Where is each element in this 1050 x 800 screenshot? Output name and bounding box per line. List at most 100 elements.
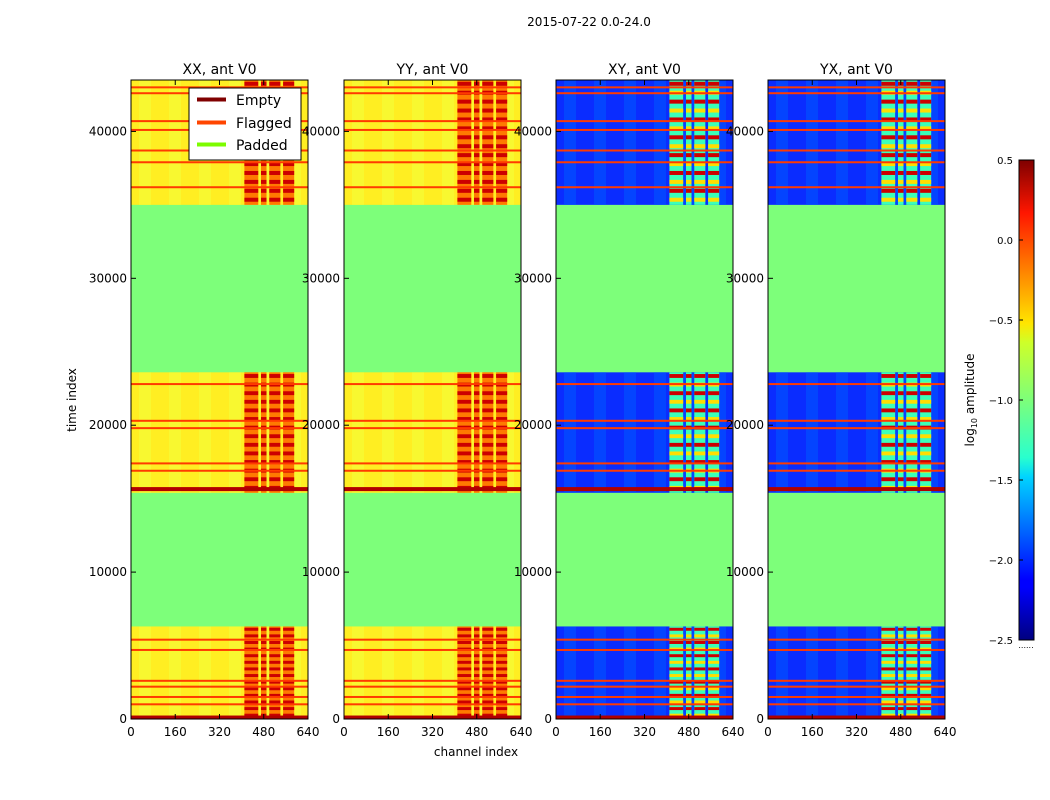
rfi-hot-spot — [694, 135, 706, 140]
rfi-hot-spot — [708, 188, 720, 193]
rfi-hot-spot — [897, 640, 904, 644]
x-tick-label: 160 — [801, 725, 824, 739]
rfi-hot-spot — [283, 693, 295, 697]
rfi-hot-spot — [482, 126, 494, 131]
flagged-row — [131, 685, 308, 688]
rfi-hot-spot — [473, 667, 480, 671]
data-block — [344, 80, 521, 205]
rfi-hot-spot — [283, 170, 295, 175]
rfi-hot-spot — [482, 680, 494, 684]
rfi-hot-spot — [881, 117, 896, 122]
rfi-hot-spot — [244, 627, 259, 631]
rfi-hot-spot — [482, 81, 494, 86]
rfi-hot-spot — [457, 135, 472, 140]
rfi-hot-spot — [283, 391, 295, 396]
flagged-row — [556, 128, 733, 131]
rfi-band — [496, 372, 508, 493]
rfi-hot-spot — [496, 654, 508, 658]
rfi-hot-spot — [260, 170, 267, 175]
rfi-hot-spot — [897, 162, 904, 167]
rfi-hot-spot — [708, 144, 720, 149]
rfi-hot-spot — [906, 680, 918, 684]
rfi-hot-spot — [457, 179, 472, 184]
rfi-hot-spot — [283, 707, 295, 711]
rfi-hot-spot — [269, 667, 281, 671]
rfi-hot-spot — [482, 117, 494, 122]
flagged-row — [344, 679, 521, 682]
rfi-hot-spot — [473, 153, 480, 158]
rfi-band — [881, 80, 896, 205]
rfi-hot-spot — [694, 687, 706, 691]
y-tick-label: 30000 — [726, 271, 764, 285]
rfi-hot-spot — [482, 442, 494, 447]
rfi-hot-spot — [897, 126, 904, 131]
x-tick-label: 640 — [297, 725, 320, 739]
rfi-hot-spot — [897, 417, 904, 421]
x-tick-label: 480 — [252, 725, 275, 739]
rfi-hot-spot — [897, 117, 904, 122]
rfi-hot-spot — [244, 434, 259, 439]
rfi-hot-spot — [920, 117, 932, 122]
empty-row — [344, 487, 521, 492]
rfi-hot-spot — [920, 408, 932, 413]
rfi-hot-spot — [496, 99, 508, 104]
rfi-hot-spot — [881, 693, 896, 697]
x-tick-label: 0 — [764, 725, 772, 739]
rfi-hot-spot — [669, 654, 684, 658]
data-texture — [229, 372, 241, 493]
rfi-hot-spot — [708, 634, 720, 638]
y-tick-label: 0 — [544, 712, 552, 726]
rfi-hot-spot — [708, 627, 720, 631]
rfi-hot-spot — [496, 477, 508, 482]
rfi-hot-spot — [473, 374, 480, 378]
flagged-row — [344, 383, 521, 386]
data-texture — [412, 372, 424, 493]
rfi-hot-spot — [920, 700, 932, 704]
data-texture — [442, 372, 454, 493]
rfi-hot-spot — [708, 99, 720, 104]
rfi-band — [906, 372, 918, 493]
rfi-hot-spot — [669, 108, 684, 113]
rfi-hot-spot — [708, 460, 720, 464]
colorbar-label-main: log — [963, 428, 977, 446]
rfi-hot-spot — [881, 680, 896, 684]
flagged-row — [131, 462, 308, 465]
rfi-hot-spot — [685, 391, 692, 396]
rfi-hot-spot — [482, 144, 494, 149]
data-texture — [352, 80, 364, 205]
rfi-hot-spot — [482, 170, 494, 175]
colorbar-label-sub: 10 — [970, 418, 979, 428]
rfi-hot-spot — [457, 108, 472, 113]
rfi-hot-spot — [473, 391, 480, 396]
rfi-hot-spot — [669, 162, 684, 167]
rfi-hot-spot — [244, 408, 259, 413]
flagged-row — [344, 161, 521, 164]
rfi-hot-spot — [708, 408, 720, 413]
x-tick-label: 640 — [722, 725, 745, 739]
rfi-hot-spot — [920, 660, 932, 664]
rfi-hot-spot — [473, 117, 480, 122]
rfi-hot-spot — [283, 442, 295, 447]
rfi-hot-spot — [260, 707, 267, 711]
rfi-hot-spot — [473, 477, 480, 482]
rfi-hot-spot — [685, 693, 692, 697]
rfi-hot-spot — [269, 693, 281, 697]
panel-title: YY, ant V0 — [396, 62, 469, 78]
rfi-hot-spot — [669, 179, 684, 184]
rfi-hot-spot — [260, 674, 267, 678]
rfi-hot-spot — [269, 451, 281, 456]
rfi-hot-spot — [685, 660, 692, 664]
rfi-hot-spot — [708, 153, 720, 158]
rfi-hot-spot — [244, 660, 259, 664]
rfi-hot-spot — [708, 374, 720, 378]
rfi-hot-spot — [283, 399, 295, 404]
rfi-hot-spot — [920, 674, 932, 678]
data-texture — [836, 372, 848, 493]
rfi-hot-spot — [897, 197, 904, 202]
rfi-band — [920, 372, 932, 493]
rfi-hot-spot — [694, 399, 706, 404]
y-tick-label: 0 — [119, 712, 127, 726]
rfi-hot-spot — [685, 374, 692, 378]
rfi-band — [269, 626, 281, 719]
rfi-hot-spot — [708, 713, 720, 717]
